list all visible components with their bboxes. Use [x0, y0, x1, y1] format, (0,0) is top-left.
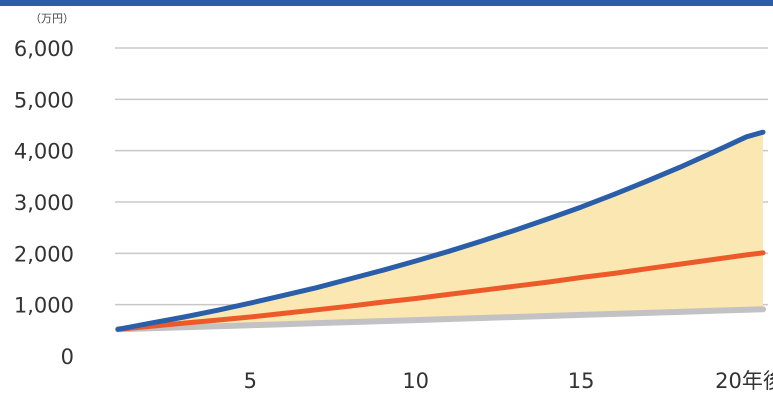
y-tick-label: 6,000 — [14, 37, 74, 61]
x-tick-label: 15 — [568, 369, 595, 393]
y-tick-label: 0 — [61, 345, 74, 369]
series-line-high — [115, 129, 766, 332]
y-tick-label: 4,000 — [14, 140, 74, 164]
x-tick-label: 20年後 — [715, 369, 773, 393]
x-tick-label: 10 — [402, 369, 429, 393]
series-lines — [115, 129, 766, 333]
x-tick-label: 5 — [244, 369, 257, 393]
y-tick-label: 1,000 — [14, 294, 74, 318]
range-fill — [118, 132, 763, 330]
y-tick-label: 2,000 — [14, 242, 74, 266]
series-line-mid — [115, 250, 766, 332]
y-tick-label: 3,000 — [14, 191, 74, 215]
top-accent-bar — [0, 0, 773, 6]
series-line-low — [115, 306, 766, 333]
range-fill-area — [118, 132, 763, 330]
y-unit-label: （万円） — [30, 12, 74, 25]
x-tick-labels: 5 10 15 20年後 — [244, 369, 773, 393]
y-tick-label: 5,000 — [14, 88, 74, 112]
y-tick-labels: 0 1,000 2,000 3,000 4,000 5,000 6,000 — [14, 37, 74, 369]
